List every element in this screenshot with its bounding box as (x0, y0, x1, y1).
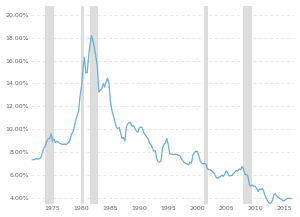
Bar (90, 6, 98, 204)
Bar (82, 6, 84, 204)
Bar (45, 6, 53, 204)
Bar (205, 6, 208, 204)
Bar (243, 6, 252, 204)
